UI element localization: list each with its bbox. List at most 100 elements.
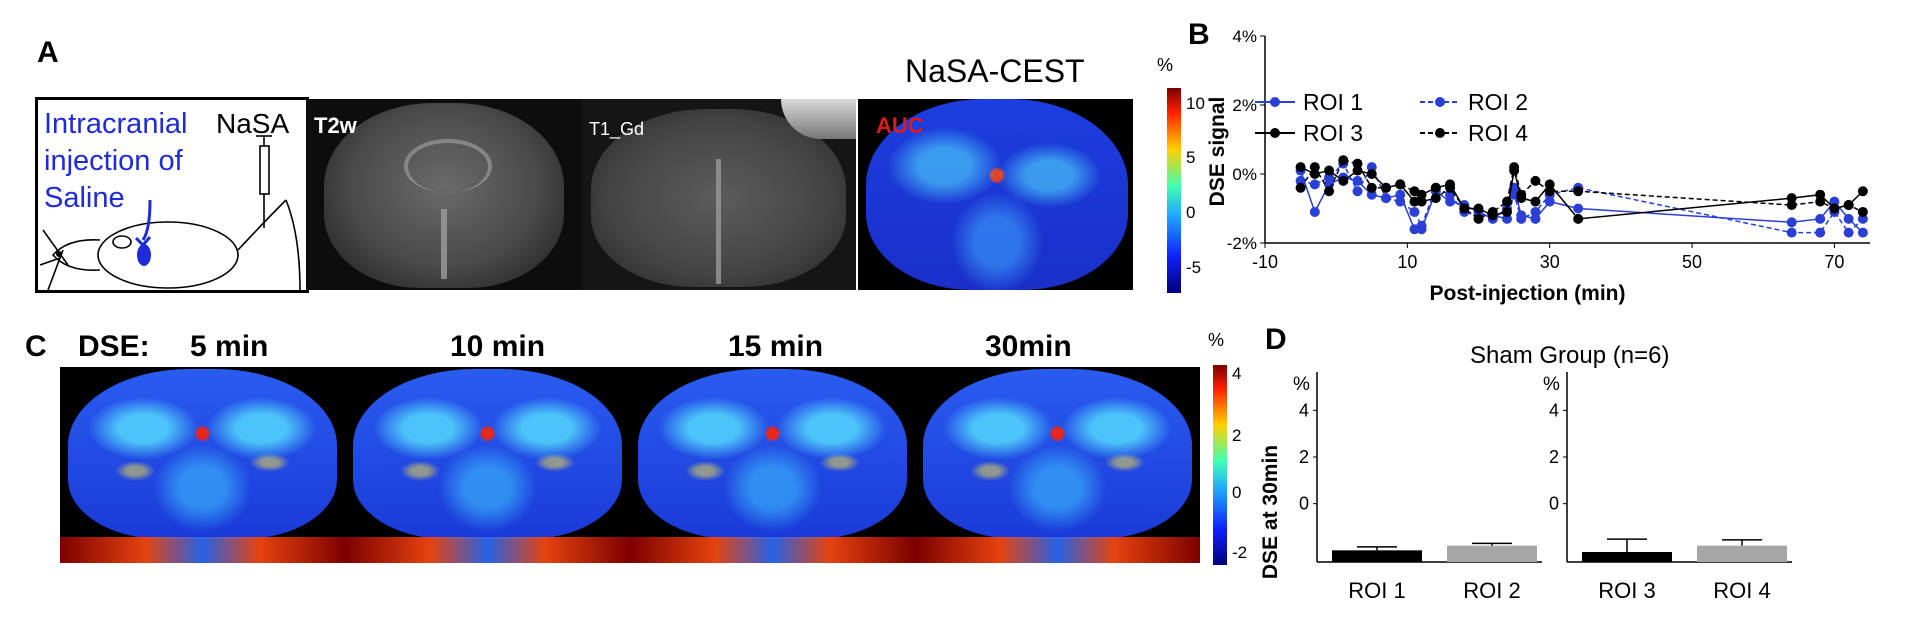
t2w-mri-image: T2w bbox=[306, 99, 581, 290]
colorbar-c-unit: % bbox=[1208, 330, 1225, 350]
chart-b-point-roi-4 bbox=[1459, 203, 1470, 214]
chart-b-x-tick-label: 30 bbox=[1540, 252, 1560, 272]
chart-b-point-roi-1 bbox=[1366, 189, 1377, 200]
chart-b-point-roi-4 bbox=[1445, 182, 1456, 193]
dse-map-1 bbox=[60, 367, 345, 563]
chart-b-point-roi-3 bbox=[1409, 196, 1420, 207]
chart-b-point-roi-2 bbox=[1352, 186, 1363, 197]
dse-map-bottom-band bbox=[60, 537, 345, 563]
chart-b-point-roi-2 bbox=[1857, 213, 1868, 224]
chart-b-point-roi-4 bbox=[1516, 189, 1527, 200]
chart-b-point-roi-1 bbox=[1544, 196, 1555, 207]
chart-b-legend-marker-roi-2 bbox=[1435, 97, 1445, 107]
schematic-line-1: Intracranial bbox=[44, 108, 188, 140]
chart-b-point-roi-4 bbox=[1309, 162, 1320, 173]
chart-b-point-roi-3 bbox=[1786, 193, 1797, 204]
chart-b-point-roi-3 bbox=[1473, 203, 1484, 214]
chart-b-point-roi-2 bbox=[1843, 227, 1854, 238]
chart-b-point-roi-2 bbox=[1502, 213, 1512, 224]
chart-b-point-roi-1 bbox=[1530, 213, 1541, 224]
chart-b-x-axis-label: Post-injection (min) bbox=[1430, 282, 1626, 305]
chart-d-unit-2: % bbox=[1543, 374, 1560, 395]
t1-gd-mri-image: T1_Gd bbox=[581, 99, 856, 290]
chart-b-x-tick-label: 50 bbox=[1682, 252, 1702, 272]
chart-b-y-axis-label: DSE signal bbox=[1206, 97, 1229, 207]
chart-d-bar-roi-2 bbox=[1447, 545, 1537, 562]
chart-b-point-roi-4 bbox=[1366, 182, 1377, 193]
chart-b-point-roi-3 bbox=[1366, 169, 1377, 179]
chart-d-x-label-roi-1: ROI 1 bbox=[1348, 578, 1405, 603]
chart-b-point-roi-3 bbox=[1573, 213, 1584, 224]
panel-letter-d: D bbox=[1265, 323, 1287, 356]
chart-b-legend-label-roi-4: ROI 4 bbox=[1468, 120, 1528, 146]
chart-b-point-roi-1 bbox=[1573, 203, 1584, 214]
panel-letter-c: C bbox=[25, 330, 47, 363]
chart-d-bar-roi-1 bbox=[1332, 550, 1422, 562]
chart-b-point-roi-4 bbox=[1352, 158, 1363, 169]
chart-b-point-roi-2 bbox=[1366, 162, 1377, 173]
colorbar-c bbox=[1213, 365, 1227, 565]
chart-b-point-roi-3 bbox=[1815, 189, 1826, 200]
chart-d-y-tick-label: 4 bbox=[1549, 400, 1559, 420]
chart-d-x-label-roi-2: ROI 2 bbox=[1463, 578, 1520, 603]
dse-map-3 bbox=[630, 367, 915, 563]
dse-map-brain bbox=[353, 369, 622, 539]
t1-gd-label: T1_Gd bbox=[589, 119, 645, 139]
chart-b-x-tick-label: -10 bbox=[1252, 252, 1278, 272]
colorbar-c-tick-0: 0 bbox=[1232, 483, 1242, 502]
chart-b-point-roi-3 bbox=[1857, 186, 1868, 197]
injection-schematic: Intracranial injection of Saline NaSA bbox=[35, 97, 309, 293]
schematic-agent-label: NaSA bbox=[216, 108, 290, 139]
chart-b-point-roi-3 bbox=[1430, 182, 1441, 193]
chart-b-point-roi-4 bbox=[1409, 186, 1420, 197]
chart-b-point-roi-2 bbox=[1395, 196, 1406, 207]
chart-d-y-tick-label: 2 bbox=[1299, 447, 1309, 467]
chart-b-legend-label-roi-2: ROI 2 bbox=[1468, 89, 1528, 115]
chart-b-x-tick-label: 70 bbox=[1824, 252, 1844, 272]
dse-map-2 bbox=[345, 367, 630, 563]
dse-map-brain bbox=[638, 369, 907, 539]
chart-b-point-roi-4 bbox=[1573, 186, 1584, 197]
chart-b-point-roi-3 bbox=[1324, 165, 1335, 176]
chart-b-point-roi-3 bbox=[1338, 175, 1349, 186]
dse-map-bottom-band bbox=[345, 537, 630, 563]
schematic-line-3: Saline bbox=[44, 182, 125, 214]
chart-b-point-roi-1 bbox=[1395, 189, 1406, 200]
chart-b-y-tick-label: -2% bbox=[1227, 234, 1257, 253]
chart-b-point-roi-1 bbox=[1309, 206, 1320, 217]
schematic-line-2: injection of bbox=[44, 145, 183, 177]
chart-b-point-roi-4 bbox=[1473, 213, 1484, 224]
chart-b-point-roi-4 bbox=[1843, 200, 1854, 211]
dse-map-brain bbox=[68, 369, 337, 539]
colorbar-c-tick-neg2: -2 bbox=[1232, 543, 1248, 562]
dse-label-30min: 30min bbox=[985, 330, 1072, 363]
chart-b-point-roi-4 bbox=[1829, 203, 1840, 214]
chart-b-point-roi-4 bbox=[1530, 175, 1541, 186]
chart-b-point-roi-2 bbox=[1409, 206, 1420, 217]
dse-map-bottom-band bbox=[915, 537, 1200, 563]
chart-d-x-label-roi-4: ROI 4 bbox=[1713, 578, 1770, 603]
chart-b-point-roi-4 bbox=[1544, 186, 1555, 197]
chart-b-point-roi-4 bbox=[1381, 182, 1391, 193]
nasa-cest-auc-map: AUC bbox=[858, 99, 1133, 290]
chart-b-point-roi-3 bbox=[1530, 196, 1541, 207]
chart-b-point-roi-2 bbox=[1516, 213, 1527, 224]
chart-b-point-roi-4 bbox=[1395, 179, 1406, 190]
chart-b-point-roi-1 bbox=[1829, 196, 1840, 207]
panel-letter-a: A bbox=[37, 36, 59, 69]
chart-b-point-roi-2 bbox=[1324, 172, 1335, 183]
chart-b-point-roi-4 bbox=[1509, 162, 1520, 173]
dse-label-10min: 10 min bbox=[450, 330, 546, 363]
dse-map-bottom-band bbox=[630, 537, 915, 563]
chart-b-point-roi-4 bbox=[1487, 206, 1498, 217]
colorbar-a-tick-neg5: -5 bbox=[1186, 258, 1202, 277]
chart-b-point-roi-4 bbox=[1416, 196, 1427, 207]
chart-b-legend-marker-roi-4 bbox=[1435, 128, 1445, 138]
dse-label-5min: 5 min bbox=[190, 330, 269, 363]
chart-b-legend-marker-roi-3 bbox=[1270, 128, 1280, 138]
chart-b-point-roi-4 bbox=[1295, 182, 1306, 193]
colorbar-a-tick-0: 0 bbox=[1186, 203, 1196, 222]
chart-b-legend-label-roi-3: ROI 3 bbox=[1303, 120, 1363, 146]
chart-b-point-roi-1 bbox=[1857, 227, 1868, 238]
chart-b-point-roi-4 bbox=[1338, 155, 1349, 166]
